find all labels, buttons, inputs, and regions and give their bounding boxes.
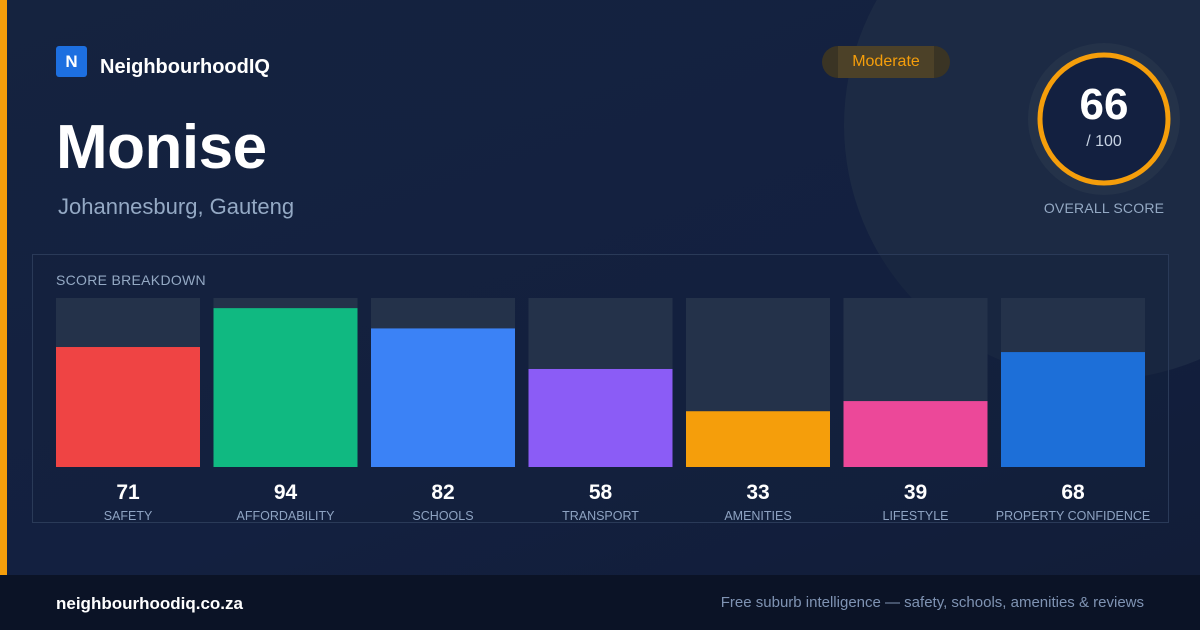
- bar-schools: [371, 328, 515, 467]
- accent-bar: [0, 0, 7, 575]
- bar-amenities: [686, 411, 830, 467]
- bar-transport: [528, 368, 673, 467]
- bar-value-safety: 71: [116, 481, 140, 504]
- bar-label-lifestyle: LIFESTYLE: [883, 509, 949, 523]
- bar-value-amenities: 33: [746, 481, 769, 504]
- bar-safety: [56, 347, 200, 467]
- bar-label-schools: SCHOOLS: [412, 509, 473, 523]
- bar-value-lifestyle: 39: [904, 481, 927, 504]
- brand-logo-letter: N: [65, 51, 78, 71]
- bar-label-property-confidence: PROPERTY CONFIDENCE: [996, 509, 1150, 523]
- score-breakdown-title: SCORE BREAKDOWN: [56, 272, 206, 288]
- suburb-location: Johannesburg, Gauteng: [58, 194, 295, 219]
- footer: [0, 575, 1200, 630]
- footer-tagline: Free suburb intelligence — safety, schoo…: [720, 594, 1144, 611]
- bar-label-affordability: AFFORDABILITY: [237, 509, 336, 523]
- rating-badge: Moderate: [822, 46, 950, 78]
- gauge-center: [1042, 57, 1166, 181]
- bar-value-schools: 82: [431, 481, 454, 504]
- overall-score-gauge: [1028, 43, 1180, 195]
- bar-value-transport: 58: [589, 481, 613, 504]
- bar-affordability: [213, 308, 358, 467]
- footer-url: neighbourhoodiq.co.za: [56, 594, 243, 613]
- suburb-title: Monise: [56, 113, 267, 182]
- bar-property-confidence: [1001, 352, 1145, 467]
- overall-score-label: OVERALL SCORE: [1043, 200, 1165, 216]
- bar-label-amenities: AMENITIES: [724, 509, 791, 523]
- bar-label-safety: SAFETY: [104, 509, 153, 523]
- bar-lifestyle: [843, 401, 988, 467]
- gauge-ring: [1037, 52, 1171, 186]
- rating-badge-label: Moderate: [852, 53, 920, 70]
- brand-logo: N: [56, 46, 87, 77]
- score-breakdown-chart: 71 SAFETY 94 AFFORDABILITY 82 SCHOOLS 58 TRANSP…: [56, 298, 1150, 523]
- overall-score-max: / 100: [1086, 133, 1122, 150]
- bar-value-affordability: 94: [274, 481, 298, 504]
- bar-value-property-confidence: 68: [1061, 481, 1085, 504]
- overall-score-value: 66: [1079, 80, 1129, 129]
- brand-name: NeighbourhoodIQ: [100, 56, 270, 78]
- bar-label-transport: TRANSPORT: [562, 509, 639, 523]
